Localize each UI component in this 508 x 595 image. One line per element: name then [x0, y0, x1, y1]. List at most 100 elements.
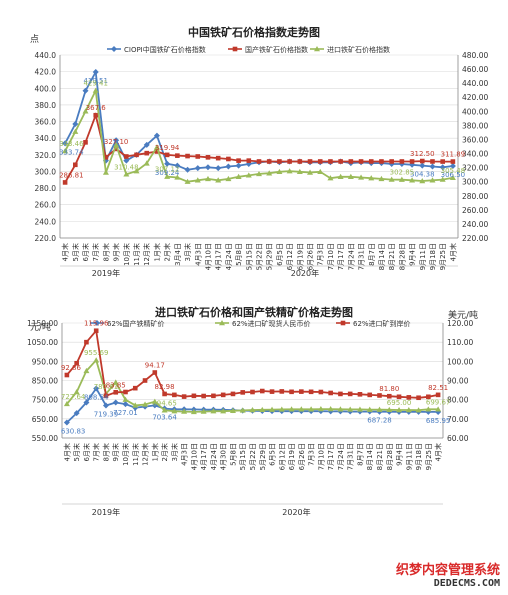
data-point [266, 159, 272, 164]
data-point [122, 401, 129, 408]
data-point [142, 378, 148, 383]
data-point [220, 408, 227, 414]
data-point [143, 141, 150, 148]
data-label: 115.96 [84, 320, 109, 328]
y-tick-label-right: 100.00 [447, 357, 473, 366]
data-point [429, 163, 436, 170]
data-point [308, 389, 314, 395]
y-axis-label-left: 点 [30, 34, 39, 45]
data-point [348, 159, 354, 164]
y-tick-label-right: 260.00 [462, 206, 488, 215]
data-point [174, 174, 181, 180]
x-tick-label: 9月25日 [439, 243, 447, 270]
y-tick-label-right: 110.00 [447, 338, 473, 347]
data-point [307, 159, 313, 164]
data-point [396, 394, 402, 400]
data-point [113, 146, 119, 152]
x-tick-label: 5月22日 [256, 243, 264, 270]
x-tick-label: 7月3日 [317, 243, 325, 266]
x-tick-label: 5月29日 [266, 243, 274, 270]
x-tick-label: 8月末 [101, 243, 110, 261]
data-point [409, 159, 415, 164]
x-tick-label: 4月末 [448, 243, 457, 261]
x-tick-label: 7月10日 [327, 243, 335, 270]
data-point [318, 389, 324, 395]
data-point [171, 408, 178, 414]
x-tick-label: 9月11日 [419, 243, 427, 270]
x-tick-label: 1月末 [150, 443, 159, 461]
data-point [143, 160, 150, 166]
y-tick-label-right: 440.00 [462, 79, 488, 88]
data-point [62, 148, 69, 154]
x-tick-label: 6月26日 [307, 243, 315, 270]
x-tick-label: 4月10日 [204, 243, 212, 270]
watermark-line1: 织梦内容管理系统 [395, 563, 500, 578]
data-point [347, 406, 354, 412]
data-point [296, 168, 303, 175]
data-point [204, 164, 211, 171]
data-label: 694.65 [152, 399, 177, 407]
data-point [367, 392, 373, 398]
data-point [164, 160, 171, 167]
x-tick-label: 2月末 [160, 443, 169, 461]
data-point [327, 175, 334, 181]
watermark: 织梦内容管理系统 DEDECMS.COM [396, 559, 500, 589]
y-axis-label-left: 元/吨 [30, 321, 51, 333]
data-point [378, 175, 385, 182]
year-label: 2019年 [92, 507, 120, 517]
x-tick-label: 8月21日 [376, 443, 384, 470]
y-tick-label-right: 400.00 [462, 107, 488, 116]
data-point [357, 392, 363, 397]
data-label: 699.67 [426, 398, 451, 406]
x-tick-label: 6月5日 [276, 243, 284, 266]
data-point [162, 391, 167, 397]
data-point [249, 407, 256, 413]
data-point [377, 393, 382, 398]
data-point [225, 175, 232, 182]
y-tick-label-right: 360.00 [462, 135, 488, 144]
data-point [83, 140, 88, 145]
x-tick-label: 7月17日 [337, 243, 345, 270]
y-tick-label-right: 240.00 [462, 220, 488, 229]
data-point [256, 159, 262, 164]
data-point [82, 87, 89, 94]
data-point [317, 159, 323, 164]
y-tick-label-right: 340.00 [462, 150, 488, 159]
x-tick-label: 2月末 [163, 243, 172, 261]
legend-label: 62%进口矿现货人民币价 [232, 319, 311, 328]
data-point [240, 390, 246, 395]
data-point [73, 162, 78, 168]
data-point [152, 370, 158, 375]
data-label: 94.17 [145, 362, 165, 370]
y-tick-label-left: 340.0 [35, 134, 57, 143]
data-label: 309.24 [155, 169, 180, 177]
legend-label: 62%国产铁精矿价 [107, 319, 165, 328]
data-point [289, 389, 294, 395]
data-point [356, 406, 363, 412]
x-tick-label: 8月7日 [356, 443, 364, 466]
data-point [259, 388, 265, 394]
data-label: 419.51 [83, 77, 108, 85]
y-tick-label-right: 60.00 [447, 434, 469, 443]
data-point [113, 142, 120, 148]
data-point [174, 162, 181, 169]
data-point [419, 177, 426, 184]
x-tick-label: 4月末 [62, 443, 71, 461]
data-point [72, 121, 79, 128]
data-label: 780.61 [94, 383, 119, 391]
legend-label: 国产铁矿石价格指数 [245, 45, 308, 54]
y-tick-label-left: 440.0 [35, 51, 57, 60]
data-point [63, 419, 70, 426]
x-tick-label: 6月5日 [269, 443, 277, 466]
data-point [191, 393, 197, 399]
legend-marker [219, 320, 225, 326]
data-point [388, 176, 395, 182]
data-point [307, 169, 314, 175]
data-point [279, 389, 285, 394]
x-tick-label: 5月15日 [239, 443, 247, 470]
x-tick-label: 8月14日 [378, 243, 386, 270]
x-tick-label: 4月末 [434, 443, 443, 461]
data-point [215, 165, 222, 172]
x-tick-label: 7月末 [92, 443, 101, 461]
